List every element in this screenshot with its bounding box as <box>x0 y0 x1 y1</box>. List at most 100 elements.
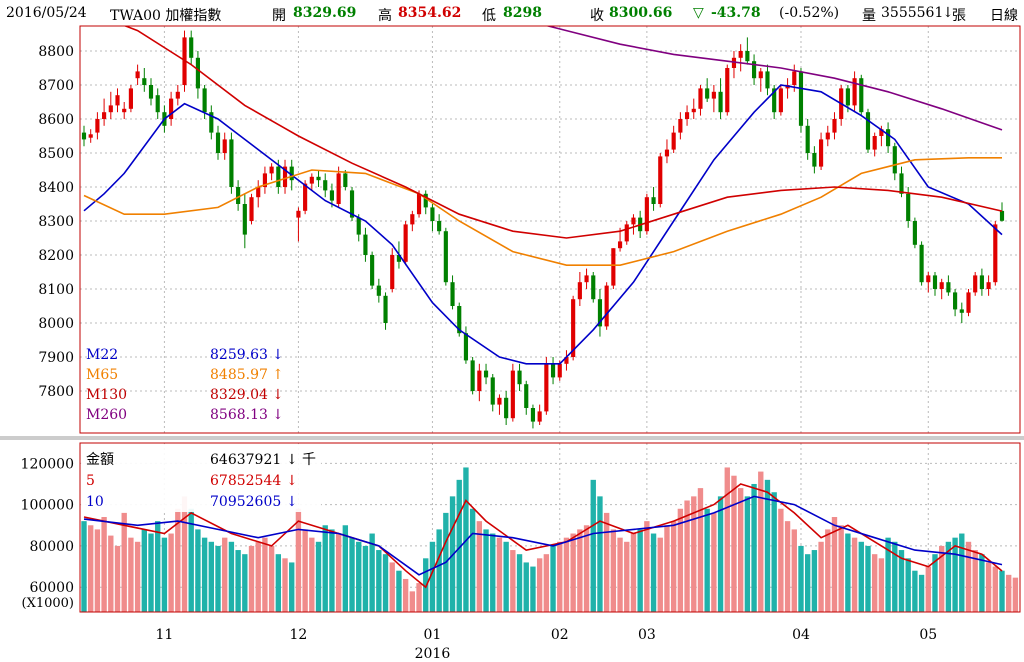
candle-body <box>865 112 871 150</box>
volume-bar <box>845 533 851 612</box>
volume-bar <box>597 496 603 612</box>
price-tick-label: 8400 <box>38 180 74 196</box>
x-tick-label: 03 <box>638 627 656 643</box>
volume-bar <box>583 525 590 612</box>
volume-bar <box>570 533 576 612</box>
candle-body <box>624 224 629 242</box>
volume-bar <box>503 541 509 612</box>
candle-body <box>450 282 455 306</box>
volume-bar <box>302 529 308 612</box>
volume-bar <box>751 483 757 612</box>
candle-body <box>289 166 294 181</box>
candle-body <box>564 357 569 364</box>
candle-body <box>524 384 529 408</box>
legend-value: 70952605 <box>210 494 281 510</box>
volume-bar <box>114 545 121 612</box>
volume-bar <box>624 541 630 612</box>
candle-body <box>262 173 267 187</box>
volume-bar <box>992 566 998 612</box>
volume-bar <box>979 554 985 612</box>
volume-bar <box>784 521 791 612</box>
volume-tick-label: 80000 <box>29 539 74 555</box>
candle-body <box>906 193 911 221</box>
candle-body <box>215 132 221 153</box>
candle-body <box>979 275 984 289</box>
candle-body <box>912 221 917 245</box>
volume-bar <box>429 541 436 612</box>
volume-bar <box>898 550 905 612</box>
volume-bar <box>804 554 811 612</box>
candle-body <box>711 91 716 99</box>
candle-body <box>483 370 489 378</box>
volume-bar <box>362 545 369 612</box>
candle-body <box>664 149 670 157</box>
candle-body <box>81 132 87 140</box>
price-panel-frame <box>79 25 1021 434</box>
x-tick-label: 01 <box>424 627 442 643</box>
volume-bar <box>825 529 831 612</box>
volume-bar <box>697 488 704 612</box>
volume-bar <box>717 496 724 612</box>
candle-body <box>584 275 589 283</box>
candle-body <box>504 397 509 419</box>
volume-tick-label: 60000 <box>29 580 74 596</box>
legend-arrow-icon: ↓ <box>272 347 284 363</box>
volume-unit-label: (X1000) <box>22 596 74 611</box>
volume-bar <box>972 550 978 612</box>
volume-bar <box>222 537 228 612</box>
x-year-label: 2016 <box>415 646 451 662</box>
legend-value: 67852544 <box>210 473 281 489</box>
date-label: 2016/05/24 <box>6 5 87 21</box>
candle-body <box>892 146 897 174</box>
candle-body <box>738 51 743 58</box>
volume-bar <box>838 525 844 612</box>
volume-panel-frame <box>79 442 1021 613</box>
candle-body <box>939 282 944 289</box>
candle-body <box>718 91 723 113</box>
volume-bar <box>268 545 275 612</box>
volume-bar <box>456 479 462 612</box>
volume-bar <box>516 554 523 612</box>
candle-body <box>410 214 415 225</box>
price-tick-label: 8000 <box>38 316 74 332</box>
candle-body <box>443 231 448 283</box>
volume-bar <box>208 541 214 612</box>
candle-body <box>698 88 703 109</box>
candle-body <box>812 153 817 167</box>
candle-body <box>758 71 763 79</box>
candle-body <box>329 190 335 201</box>
volume-bar <box>577 529 583 612</box>
volume-bar <box>731 475 737 612</box>
legend-name: M130 <box>86 387 127 403</box>
volume-bar <box>409 591 416 612</box>
volume-bar <box>778 508 784 612</box>
candle-body <box>678 119 683 133</box>
price-tick-label: 8300 <box>38 214 74 230</box>
candle-body <box>986 282 991 289</box>
candle-body <box>256 187 261 198</box>
x-tick-label: 05 <box>919 627 937 643</box>
candle-body <box>577 282 582 300</box>
price-candles <box>81 30 1005 429</box>
volume-bar <box>798 545 804 612</box>
x-tick-label: 04 <box>792 627 810 643</box>
candle-body <box>309 176 314 184</box>
volume-bar <box>235 550 241 612</box>
candle-body <box>169 98 174 119</box>
volume-bar <box>818 541 824 612</box>
volume-bar <box>188 508 194 612</box>
volume-bar <box>603 512 610 612</box>
candle-body <box>684 112 690 119</box>
candle-body <box>999 210 1005 221</box>
volume-bar <box>557 541 563 612</box>
legend-arrow-icon: ↓ <box>272 407 284 423</box>
legend-arrow-icon: ↓ <box>286 494 298 510</box>
volume-bar <box>811 550 818 612</box>
volume-bar <box>349 537 355 612</box>
volume-bar <box>965 541 972 612</box>
candle-body <box>879 129 884 136</box>
candle-body <box>932 275 938 289</box>
candle-body <box>115 95 120 106</box>
candle-body <box>825 132 830 140</box>
volume-bar <box>758 471 764 612</box>
